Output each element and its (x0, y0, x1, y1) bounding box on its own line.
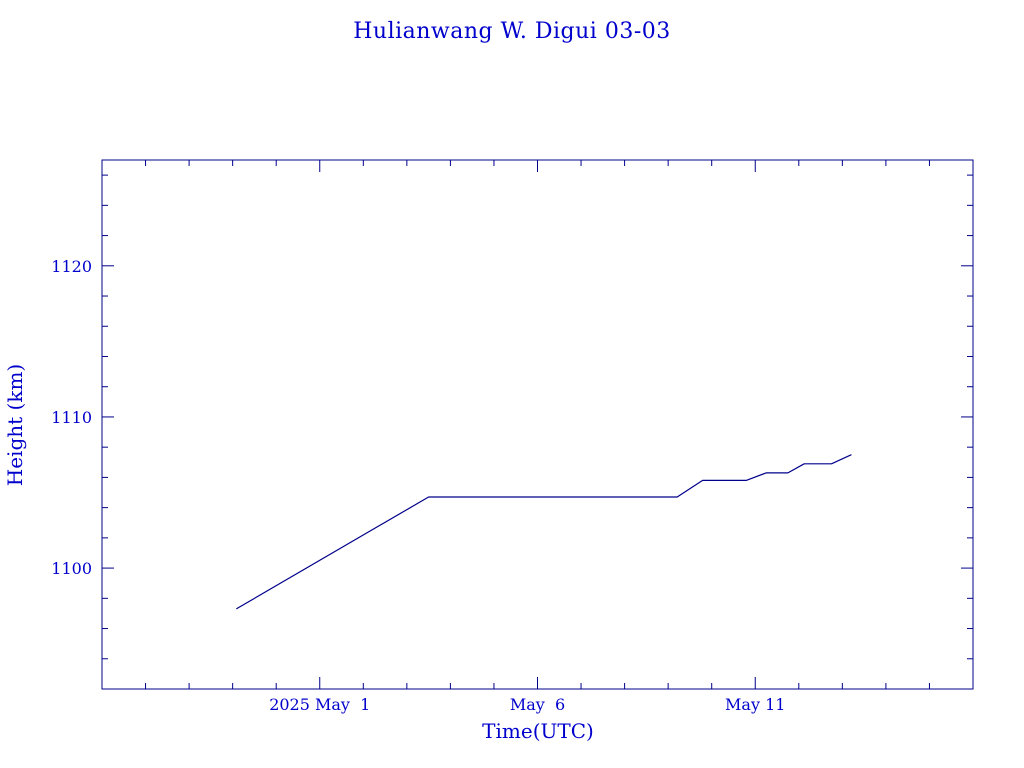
y-tick-label: 1100 (51, 559, 92, 578)
chart-title: Hulianwang W. Digui 03-03 (353, 19, 671, 44)
x-tick-label: 2025 May 1 (269, 695, 370, 714)
plot-frame (101, 159, 974, 690)
y-tick-label: 1110 (51, 408, 92, 427)
y-tick-labels: 1100 1110 1120 (51, 257, 92, 578)
x-axis-ticks (145, 160, 930, 689)
y-axis-title: Height (km) (3, 364, 27, 486)
y-tick-label: 1120 (51, 257, 92, 276)
y-axis-ticks (102, 174, 973, 660)
x-tick-labels: 2025 May 1 May 6 May 11 (269, 695, 785, 714)
x-axis-title: Time(UTC) (482, 719, 594, 743)
x-tick-label: May 11 (725, 695, 785, 714)
series-line (235, 454, 852, 610)
x-tick-label: May 6 (510, 695, 565, 714)
